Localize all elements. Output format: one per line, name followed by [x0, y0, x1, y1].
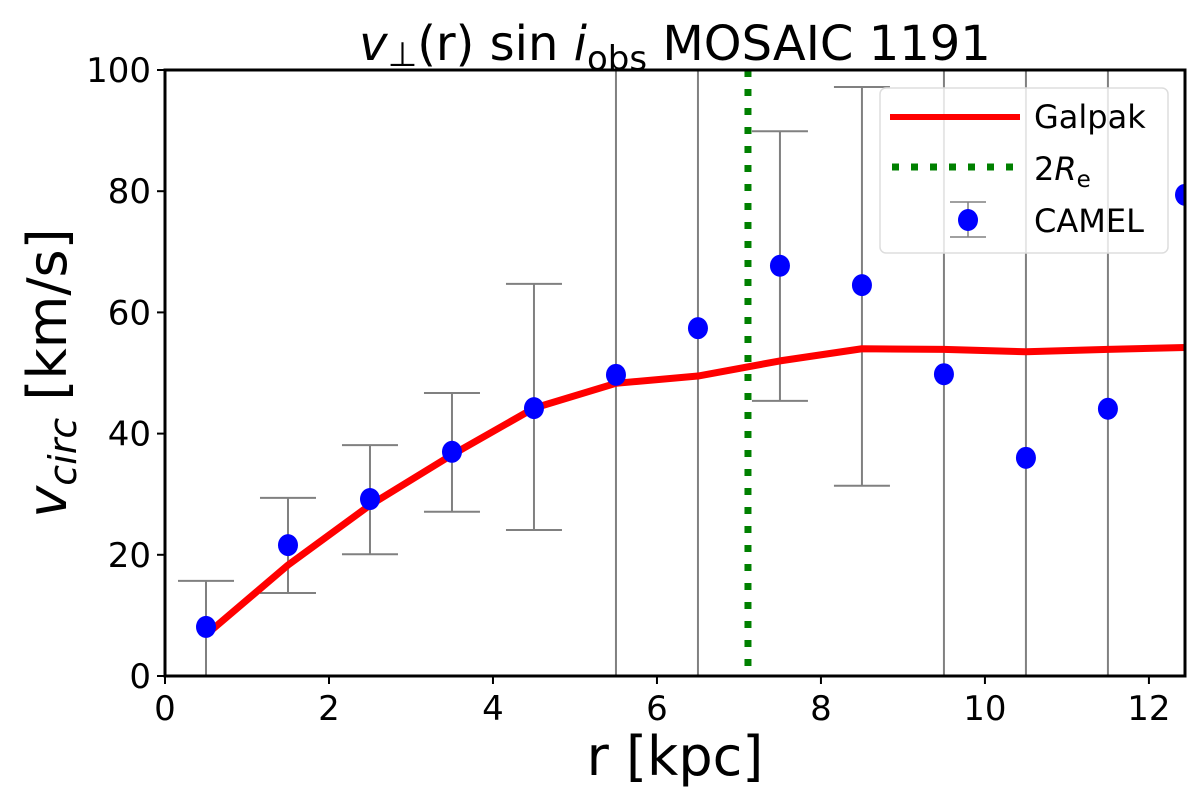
legend-re-label: 2Re: [1034, 150, 1091, 193]
y-tick-label: 80: [108, 172, 151, 212]
y-tick-label: 40: [108, 415, 151, 455]
y-tick-label: 100: [86, 51, 151, 91]
galpak-line: [203, 344, 1185, 638]
camel-point: [933, 363, 954, 386]
camel-point: [687, 317, 708, 340]
y-tick-label: 20: [108, 536, 151, 576]
camel-point: [195, 615, 216, 638]
x-tick-label: 8: [810, 689, 832, 729]
legend: Galpak 2Re CAMEL: [879, 87, 1169, 254]
legend-camel-label: CAMEL: [1034, 202, 1144, 240]
plot-frame: [163, 68, 1187, 678]
x-tick-label: 2: [318, 689, 340, 729]
camel-point: [769, 254, 790, 277]
x-tick-label: 6: [646, 689, 668, 729]
camel-point: [1097, 397, 1118, 420]
legend-camel-swatch: [950, 201, 986, 238]
camel-point: [851, 274, 872, 297]
camel-point: [359, 488, 380, 511]
camel-point: [277, 534, 298, 557]
chart-title: v⊥(r) sin iobs MOSAIC 1191: [359, 16, 991, 79]
y-tick-label: 60: [108, 293, 151, 333]
camel-point: [605, 363, 626, 386]
x-axis-label: r [kpc]: [587, 725, 764, 788]
camel-point: [1015, 446, 1036, 469]
camel-point: [1175, 183, 1185, 206]
x-tick-label: 12: [1127, 689, 1170, 729]
legend-box: [879, 87, 1169, 254]
y-tick-label: 0: [129, 657, 151, 697]
camel-point: [441, 440, 462, 463]
y-axis-label: vcirc [km/s]: [16, 228, 85, 517]
legend-galpak-label: Galpak: [1034, 98, 1146, 136]
x-tick-label: 0: [154, 689, 176, 729]
x-tick-label: 4: [482, 689, 504, 729]
camel-point: [523, 397, 544, 420]
x-tick-label: 10: [963, 689, 1006, 729]
